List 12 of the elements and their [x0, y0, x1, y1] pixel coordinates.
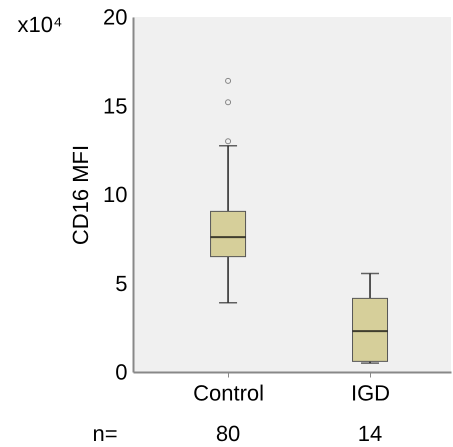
- text: 80: [216, 421, 240, 446]
- text: n=: [92, 421, 118, 446]
- x-tick-label: Control: [193, 380, 264, 406]
- y-tick-label: 10: [103, 182, 128, 207]
- text: 14: [358, 421, 382, 446]
- y-tick-label: 0: [115, 360, 128, 384]
- y-axis-title: CD16 MFI: [68, 144, 94, 246]
- x-tick-label: IGD: [350, 380, 390, 406]
- text: x10⁴: [18, 12, 62, 37]
- y-tick-label: 15: [103, 93, 128, 118]
- y-tick-label: 20: [103, 4, 128, 30]
- y-tick-label: 5: [115, 270, 128, 296]
